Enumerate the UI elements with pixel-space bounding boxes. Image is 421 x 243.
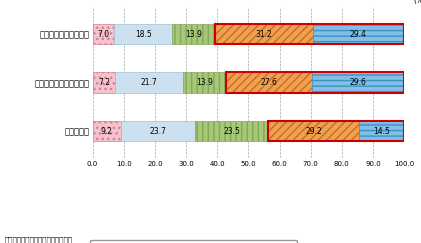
Text: 18.5: 18.5 <box>135 29 152 39</box>
Bar <box>312 72 404 93</box>
Text: 29.2: 29.2 <box>306 127 322 136</box>
Bar <box>268 121 359 141</box>
Bar <box>268 121 405 141</box>
Text: 31.2: 31.2 <box>256 29 272 39</box>
Text: 27.6: 27.6 <box>261 78 277 87</box>
Text: 29.4: 29.4 <box>350 29 367 39</box>
Bar <box>93 72 115 93</box>
Bar <box>226 72 312 93</box>
Bar <box>216 24 312 44</box>
Text: (%): (%) <box>413 0 421 5</box>
Bar <box>121 121 195 141</box>
Text: 9.2: 9.2 <box>101 127 113 136</box>
Text: 23.7: 23.7 <box>150 127 167 136</box>
Bar <box>172 24 216 44</box>
Text: 7.0: 7.0 <box>97 29 109 39</box>
Text: 29.6: 29.6 <box>349 78 367 87</box>
Legend: 実施すべき, どちらかというと実施すべき, わからない, どちらかというと実施すべきではない, 実施すべきではない: 実施すべき, どちらかというと実施すべき, わからない, どちらかというと実施す… <box>90 240 296 243</box>
Text: 7.2: 7.2 <box>98 78 110 87</box>
Bar <box>115 72 183 93</box>
Bar <box>183 72 226 93</box>
Bar <box>93 121 121 141</box>
Bar <box>93 24 115 44</box>
Bar <box>195 121 268 141</box>
Text: 資料）国土交通省「国民意識調査」: 資料）国土交通省「国民意識調査」 <box>4 236 72 243</box>
Text: 23.5: 23.5 <box>223 127 240 136</box>
Text: 21.7: 21.7 <box>141 78 157 87</box>
Bar <box>115 24 172 44</box>
Bar <box>359 121 405 141</box>
Text: 14.5: 14.5 <box>373 127 390 136</box>
Text: 13.9: 13.9 <box>196 78 213 87</box>
Bar <box>312 24 404 44</box>
Text: 13.9: 13.9 <box>185 29 202 39</box>
Bar <box>216 24 404 44</box>
Bar <box>226 72 404 93</box>
